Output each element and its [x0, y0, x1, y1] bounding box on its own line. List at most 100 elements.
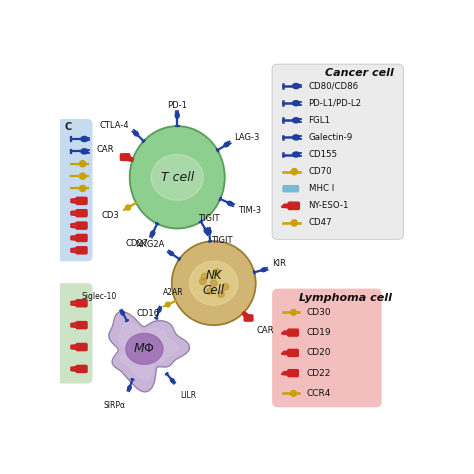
FancyBboxPatch shape	[76, 321, 87, 328]
Text: CD22: CD22	[306, 369, 330, 378]
Text: CD16: CD16	[136, 309, 159, 318]
Text: NY-ESO-1: NY-ESO-1	[309, 201, 349, 210]
Text: SIRPα: SIRPα	[103, 401, 126, 410]
Ellipse shape	[292, 118, 300, 123]
Text: CD80/CD86: CD80/CD86	[309, 82, 359, 91]
Text: CD27: CD27	[126, 238, 149, 247]
Text: LAG-3: LAG-3	[235, 133, 260, 142]
Text: Cancer cell: Cancer cell	[325, 68, 394, 78]
Circle shape	[200, 278, 206, 284]
Ellipse shape	[224, 142, 229, 147]
Text: Lymphoma cell: Lymphoma cell	[299, 293, 392, 303]
Ellipse shape	[171, 379, 174, 383]
FancyBboxPatch shape	[76, 210, 87, 217]
Ellipse shape	[157, 308, 161, 312]
Polygon shape	[118, 322, 178, 380]
FancyBboxPatch shape	[76, 222, 87, 229]
FancyBboxPatch shape	[120, 154, 130, 160]
Ellipse shape	[129, 125, 226, 229]
Text: Galectin-9: Galectin-9	[309, 133, 353, 142]
Circle shape	[125, 205, 130, 210]
FancyBboxPatch shape	[272, 64, 403, 239]
Text: CCR4: CCR4	[306, 389, 330, 398]
Text: NK
Cell: NK Cell	[203, 269, 225, 297]
Ellipse shape	[151, 155, 203, 201]
Ellipse shape	[261, 268, 266, 272]
Text: T cell: T cell	[161, 171, 194, 184]
Text: CD155: CD155	[309, 150, 338, 159]
FancyBboxPatch shape	[76, 344, 87, 351]
Circle shape	[80, 185, 86, 191]
FancyBboxPatch shape	[288, 202, 300, 210]
Text: PD-L1/PD-L2: PD-L1/PD-L2	[309, 99, 362, 108]
Ellipse shape	[208, 229, 211, 234]
Ellipse shape	[190, 261, 238, 305]
Ellipse shape	[126, 333, 163, 365]
FancyBboxPatch shape	[76, 365, 87, 373]
Circle shape	[291, 169, 297, 175]
Text: KIR: KIR	[272, 259, 286, 268]
Ellipse shape	[81, 149, 88, 154]
FancyBboxPatch shape	[288, 349, 298, 356]
Text: CD3: CD3	[101, 211, 119, 220]
Text: CTLA-4: CTLA-4	[100, 120, 129, 129]
Text: TIM-3: TIM-3	[238, 206, 262, 215]
Circle shape	[291, 391, 296, 396]
FancyBboxPatch shape	[288, 370, 298, 377]
Ellipse shape	[150, 231, 155, 236]
Circle shape	[222, 283, 228, 290]
Text: NKG2A: NKG2A	[135, 240, 164, 249]
Ellipse shape	[175, 112, 179, 118]
Text: TIGIT: TIGIT	[211, 236, 232, 245]
FancyBboxPatch shape	[76, 197, 87, 204]
Circle shape	[165, 302, 170, 307]
FancyBboxPatch shape	[76, 235, 87, 241]
FancyBboxPatch shape	[244, 315, 253, 321]
Ellipse shape	[292, 152, 300, 157]
Text: LILR: LILR	[180, 391, 196, 400]
Circle shape	[207, 288, 213, 294]
Text: PD-1: PD-1	[167, 101, 187, 110]
Text: C: C	[65, 122, 72, 132]
FancyBboxPatch shape	[283, 186, 299, 192]
Ellipse shape	[292, 83, 300, 89]
Ellipse shape	[169, 251, 173, 255]
Circle shape	[201, 273, 208, 280]
FancyBboxPatch shape	[76, 300, 87, 307]
Circle shape	[291, 310, 296, 315]
Text: CAR: CAR	[96, 145, 114, 154]
FancyBboxPatch shape	[57, 119, 92, 261]
Ellipse shape	[228, 201, 233, 206]
Circle shape	[80, 161, 86, 167]
Circle shape	[80, 173, 86, 179]
Text: CAR: CAR	[256, 326, 274, 335]
Text: CD70: CD70	[309, 167, 332, 176]
Ellipse shape	[204, 228, 209, 234]
Circle shape	[218, 291, 224, 297]
Circle shape	[213, 269, 220, 275]
Ellipse shape	[193, 264, 235, 302]
Ellipse shape	[292, 100, 300, 106]
Text: M$\mathit{\Phi}$: M$\mathit{\Phi}$	[133, 342, 155, 356]
FancyBboxPatch shape	[57, 283, 92, 383]
Polygon shape	[109, 312, 190, 392]
Text: A2AR: A2AR	[163, 288, 184, 297]
Ellipse shape	[128, 385, 131, 390]
Ellipse shape	[121, 311, 124, 315]
Text: Siglec-10: Siglec-10	[82, 292, 117, 301]
Circle shape	[291, 220, 297, 226]
Text: CD20: CD20	[306, 348, 330, 357]
Ellipse shape	[292, 135, 300, 140]
Text: TIGIT: TIGIT	[198, 214, 219, 223]
Ellipse shape	[172, 241, 255, 325]
FancyBboxPatch shape	[272, 289, 382, 407]
Text: CD19: CD19	[306, 328, 331, 337]
FancyBboxPatch shape	[76, 247, 87, 254]
Text: CD47: CD47	[309, 219, 332, 228]
Circle shape	[210, 280, 217, 286]
Ellipse shape	[130, 126, 225, 228]
Text: MHC I: MHC I	[309, 184, 334, 193]
Ellipse shape	[81, 137, 88, 142]
Ellipse shape	[134, 131, 138, 136]
Text: CD30: CD30	[306, 308, 331, 317]
